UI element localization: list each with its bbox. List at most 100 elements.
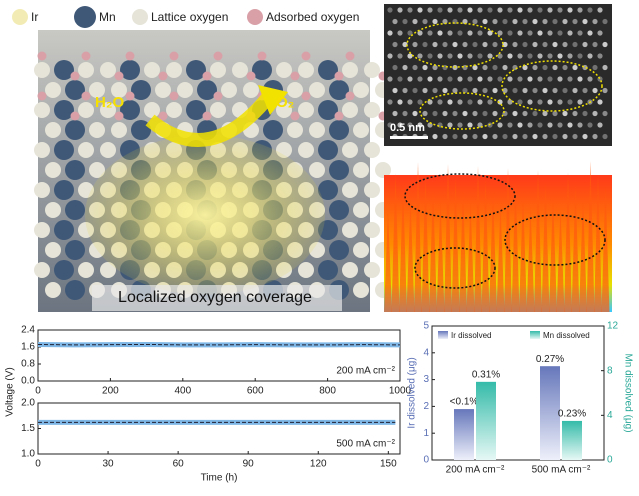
product-label: O₂ [276, 94, 294, 111]
stem-dot [602, 88, 607, 93]
stem-dot [597, 99, 602, 104]
legend-swatch [247, 9, 263, 25]
stem-dot [572, 42, 577, 47]
stem-dot [507, 53, 512, 58]
y-tick-label: 8 [607, 365, 613, 376]
stem-dot [497, 122, 502, 127]
stem-dot [507, 76, 512, 81]
stem-dot [547, 53, 552, 58]
atom [78, 62, 94, 78]
stem-dot [582, 19, 587, 24]
atom [309, 162, 325, 178]
stem-dot [462, 42, 467, 47]
adsorbed-oxygen [291, 112, 300, 121]
atom [364, 182, 380, 198]
atom [45, 162, 61, 178]
stem-dot [577, 122, 582, 127]
stem-dot [412, 65, 417, 70]
stem-dot [467, 99, 472, 104]
stem-dot [572, 88, 577, 93]
caption: Localized oxygen coverage [118, 289, 312, 306]
stem-dot [577, 7, 582, 12]
atom [353, 242, 369, 258]
x-tick-label: 200 [102, 386, 119, 397]
stem-dot [597, 76, 602, 81]
stem-dot [582, 42, 587, 47]
atom [78, 142, 94, 158]
stem-dot [572, 19, 577, 24]
stem-dot [397, 30, 402, 35]
stem-dot [392, 65, 397, 70]
stem-dot [432, 42, 437, 47]
stem-dot [537, 53, 542, 58]
stem-dot [577, 53, 582, 58]
stem-dot [482, 42, 487, 47]
atom [54, 260, 74, 280]
stem-dot [512, 19, 517, 24]
atom [298, 102, 314, 118]
stem-dot [522, 111, 527, 116]
stem-dot [582, 134, 587, 139]
stem-dot [467, 30, 472, 35]
bar-annotation: <0.1% [450, 397, 479, 408]
adsorbed-oxygen [115, 72, 124, 81]
bar-annotation: 0.23% [558, 409, 586, 420]
stem-dot [597, 122, 602, 127]
stem-dot [412, 42, 417, 47]
stem-dot [447, 30, 452, 35]
legend-label: Lattice oxygen [151, 10, 228, 24]
stem-dot [467, 122, 472, 127]
legend-label: Ir dissolved [451, 331, 491, 340]
stem-dot [542, 42, 547, 47]
y-tick-label: 0.8 [21, 359, 35, 370]
atom [318, 260, 338, 280]
atom [342, 102, 358, 118]
adsorbed-oxygen [335, 112, 344, 121]
stem-dot [502, 65, 507, 70]
stem-dot [587, 7, 592, 12]
stem-dot [487, 76, 492, 81]
stem-dot [432, 19, 437, 24]
atom [243, 82, 259, 98]
stem-dot [512, 134, 517, 139]
atom [166, 62, 182, 78]
stem-dot [552, 88, 557, 93]
stem-dot [422, 111, 427, 116]
stem-dot [437, 30, 442, 35]
y-tick-label: 0 [607, 455, 613, 466]
bar [476, 382, 496, 460]
stem-dot [457, 76, 462, 81]
stem-dot [562, 19, 567, 24]
stem-dot [447, 53, 452, 58]
stem-dot [467, 76, 472, 81]
stem-dot [402, 19, 407, 24]
x-tick-label: 60 [173, 459, 185, 470]
atom [318, 140, 338, 160]
stem-dot [602, 19, 607, 24]
stem-dot [572, 65, 577, 70]
stem-dot [522, 42, 527, 47]
atom [144, 102, 160, 118]
stem-dot [387, 99, 392, 104]
stem-dot [552, 42, 557, 47]
stem-dot [432, 134, 437, 139]
stem-dot [452, 88, 457, 93]
stem-dot [417, 7, 422, 12]
atom [45, 242, 61, 258]
adsorbed-oxygen [346, 92, 355, 101]
stem-dot [532, 134, 537, 139]
atom [232, 62, 248, 78]
stem-dot [387, 30, 392, 35]
stem-dot [402, 111, 407, 116]
stem-dot [542, 65, 547, 70]
stem-dot [517, 76, 522, 81]
stem-dot [407, 76, 412, 81]
stem-dot [547, 7, 552, 12]
atom [342, 222, 358, 238]
stem-dot [502, 134, 507, 139]
atom [298, 62, 314, 78]
stem-dot [497, 53, 502, 58]
adsorbed-oxygen [203, 112, 212, 121]
stem-dot [587, 53, 592, 58]
stem-dot [507, 122, 512, 127]
